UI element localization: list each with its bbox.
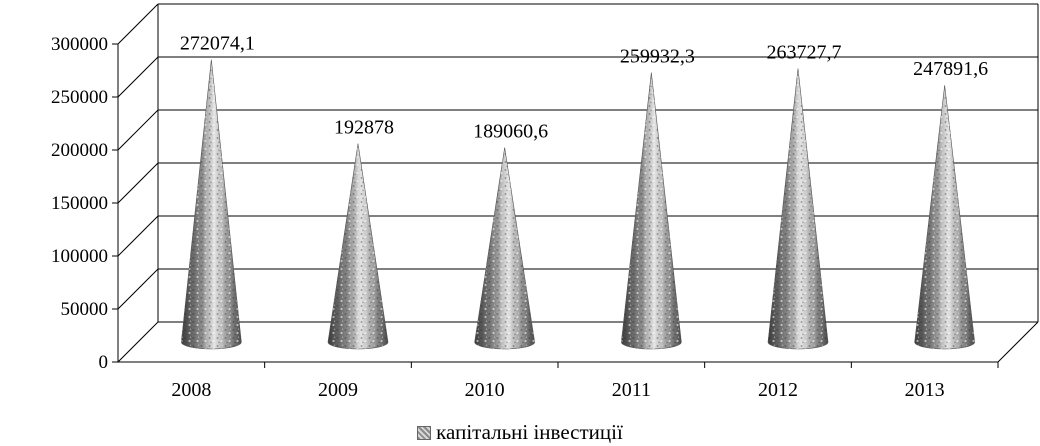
y-tick-label: 150000 bbox=[51, 193, 108, 214]
legend-swatch bbox=[417, 426, 432, 440]
side-wall-gridline bbox=[117, 3, 159, 45]
axes-layer bbox=[112, 3, 1039, 368]
data-label: 259932,3 bbox=[620, 45, 695, 67]
cone-2010 bbox=[474, 147, 535, 350]
data-label: 263727,7 bbox=[767, 41, 842, 63]
data-label: 247891,6 bbox=[913, 58, 988, 80]
cone-texture bbox=[328, 143, 388, 349]
side-wall-gridline bbox=[117, 268, 159, 310]
y-tick-label: 100000 bbox=[51, 246, 108, 267]
cone-2009 bbox=[327, 143, 389, 350]
cone-texture bbox=[621, 72, 682, 349]
side-wall-gridline bbox=[117, 215, 159, 257]
y-tick-label: 250000 bbox=[51, 87, 108, 108]
cone-texture bbox=[914, 85, 975, 350]
legend-label: капітальні інвестиції bbox=[436, 420, 623, 444]
side-wall-gridline bbox=[117, 56, 159, 98]
x-tick-label: 2011 bbox=[612, 379, 651, 401]
cone-texture bbox=[474, 147, 535, 349]
x-tick-label: 2012 bbox=[758, 379, 798, 401]
cone-2008 bbox=[181, 59, 242, 350]
y-tick-label: 50000 bbox=[61, 299, 109, 320]
cone-texture bbox=[768, 68, 828, 349]
floor-right-edge bbox=[997, 321, 1039, 363]
y-tick-label: 300000 bbox=[51, 34, 108, 55]
side-wall-gridline bbox=[117, 162, 159, 204]
cone-2013 bbox=[914, 85, 975, 350]
y-tick-label: 200000 bbox=[51, 140, 108, 161]
x-tick-label: 2009 bbox=[318, 379, 358, 401]
x-tick-label: 2010 bbox=[465, 379, 505, 401]
data-label: 192878 bbox=[334, 117, 394, 139]
data-label: 189060,6 bbox=[473, 121, 548, 143]
x-tick-label: 2013 bbox=[905, 379, 945, 401]
cone-texture bbox=[181, 59, 242, 350]
legend: капітальні інвестиції bbox=[0, 420, 1040, 445]
side-wall-gridline bbox=[117, 109, 159, 151]
side-wall-gridline bbox=[117, 321, 159, 363]
cone-2011 bbox=[621, 72, 682, 350]
cone-2012 bbox=[767, 68, 829, 350]
x-tick-label: 2008 bbox=[171, 379, 211, 401]
labels-layer: 0 50000 100000 150000 200000 250000 300000 2008… bbox=[51, 33, 988, 401]
y-tick-label: 0 bbox=[99, 352, 109, 373]
data-label: 272074,1 bbox=[180, 33, 255, 55]
cones-layer bbox=[181, 59, 975, 350]
